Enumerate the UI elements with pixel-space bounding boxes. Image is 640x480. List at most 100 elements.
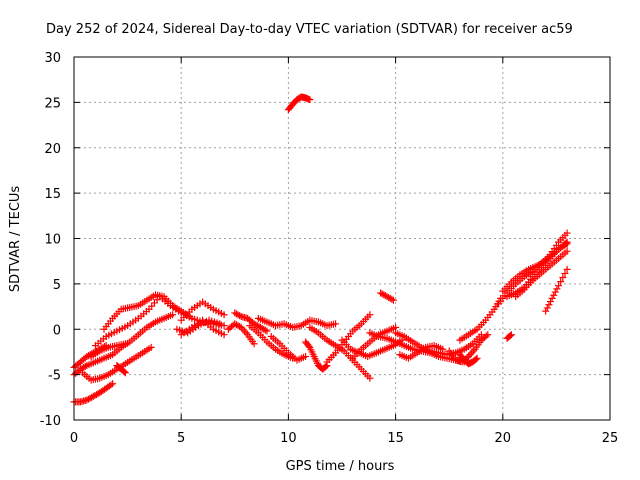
data-point bbox=[305, 342, 313, 350]
data-point bbox=[468, 349, 476, 357]
series-track-28 bbox=[456, 294, 505, 344]
data-points bbox=[70, 93, 571, 406]
data-point bbox=[220, 331, 228, 339]
data-point bbox=[547, 298, 555, 306]
data-point bbox=[563, 240, 571, 248]
data-point bbox=[236, 312, 244, 320]
data-point bbox=[220, 311, 228, 319]
data-point bbox=[553, 285, 561, 293]
data-point bbox=[466, 351, 474, 359]
data-point bbox=[545, 301, 553, 309]
data-point bbox=[388, 295, 396, 303]
x-tick-label: 5 bbox=[177, 431, 185, 446]
series-track-33 bbox=[512, 247, 571, 301]
series-track-17 bbox=[284, 93, 314, 114]
series-track-1 bbox=[70, 380, 117, 406]
series-track-5 bbox=[79, 343, 155, 384]
data-point bbox=[559, 274, 567, 282]
data-point bbox=[550, 291, 558, 299]
data-point bbox=[543, 304, 551, 312]
y-tick-label: -10 bbox=[40, 414, 61, 429]
series-track-4 bbox=[87, 340, 129, 360]
series-track-12 bbox=[231, 309, 271, 335]
x-tick-label: 20 bbox=[495, 431, 512, 446]
data-point bbox=[234, 322, 242, 330]
data-point bbox=[542, 307, 550, 315]
y-tick-label: 0 bbox=[53, 323, 61, 338]
data-point bbox=[563, 229, 571, 237]
series-track-22 bbox=[349, 323, 400, 362]
series-track-21 bbox=[338, 336, 406, 360]
data-point bbox=[147, 343, 155, 351]
data-point bbox=[263, 327, 271, 335]
y-tick-label: 30 bbox=[44, 51, 61, 66]
data-point bbox=[507, 331, 515, 339]
data-point bbox=[169, 311, 177, 319]
x-tick-label: 25 bbox=[602, 431, 619, 446]
series-track-15 bbox=[254, 314, 340, 331]
series-track-29 bbox=[456, 351, 481, 368]
series-track-8 bbox=[113, 362, 129, 377]
data-point bbox=[389, 296, 397, 304]
data-point bbox=[120, 368, 128, 376]
data-point bbox=[121, 340, 129, 348]
data-point bbox=[484, 331, 492, 339]
data-point bbox=[242, 329, 250, 337]
data-point bbox=[332, 320, 340, 328]
series-track-26 bbox=[396, 342, 447, 362]
data-point bbox=[220, 322, 228, 330]
series-track-32 bbox=[503, 240, 571, 301]
data-point bbox=[366, 374, 374, 382]
x-tick-label: 0 bbox=[70, 431, 78, 446]
series-track-13 bbox=[224, 320, 258, 348]
x-tick-labels: 0 5 10 15 20 25 bbox=[70, 431, 618, 446]
y-tick-label: 20 bbox=[44, 142, 61, 157]
chart-title: Day 252 of 2024, Sidereal Day-to-day VTE… bbox=[46, 22, 573, 37]
series-track-35 bbox=[503, 331, 515, 342]
data-point bbox=[563, 247, 571, 255]
data-point bbox=[109, 380, 117, 388]
data-point bbox=[482, 332, 490, 340]
data-point bbox=[240, 327, 248, 335]
y-tick-label: 15 bbox=[44, 187, 61, 202]
grid-lines bbox=[74, 57, 610, 420]
data-point bbox=[366, 311, 374, 319]
series-track-19 bbox=[306, 323, 374, 382]
series-track-34 bbox=[542, 265, 571, 315]
series-track-9 bbox=[177, 298, 228, 324]
data-point bbox=[261, 326, 269, 334]
data-point bbox=[555, 282, 563, 290]
data-point bbox=[548, 294, 556, 302]
y-tick-labels: -10 -5 0 5 10 15 20 25 30 bbox=[40, 51, 61, 429]
y-tick-label: 25 bbox=[44, 96, 61, 111]
series-track-23 bbox=[377, 289, 397, 304]
series-track-16 bbox=[267, 333, 310, 364]
x-tick-label: 15 bbox=[387, 431, 404, 446]
series-track-7 bbox=[91, 293, 228, 350]
data-point bbox=[121, 369, 129, 377]
data-point bbox=[439, 345, 447, 353]
data-point bbox=[107, 381, 115, 389]
data-point bbox=[250, 340, 258, 348]
y-tick-label: 10 bbox=[44, 233, 61, 248]
x-tick-label: 10 bbox=[280, 431, 297, 446]
y-tick-label: -5 bbox=[48, 369, 61, 384]
series-track-18 bbox=[302, 338, 331, 373]
y-tick-label: 5 bbox=[53, 278, 61, 293]
data-point bbox=[561, 269, 569, 277]
data-point bbox=[551, 288, 559, 296]
data-point bbox=[81, 362, 89, 370]
data-point bbox=[472, 355, 480, 363]
data-point bbox=[306, 96, 314, 104]
y-axis-label: SDTVAR / TECUs bbox=[8, 186, 23, 293]
data-point bbox=[302, 352, 310, 360]
data-point bbox=[506, 332, 514, 340]
data-point bbox=[563, 265, 571, 273]
x-axis-label: GPS time / hours bbox=[286, 459, 395, 474]
series-track-14 bbox=[246, 322, 297, 362]
data-point bbox=[473, 354, 481, 362]
series-track-11 bbox=[177, 316, 228, 339]
tick-marks bbox=[73, 56, 611, 421]
data-point bbox=[322, 362, 330, 370]
